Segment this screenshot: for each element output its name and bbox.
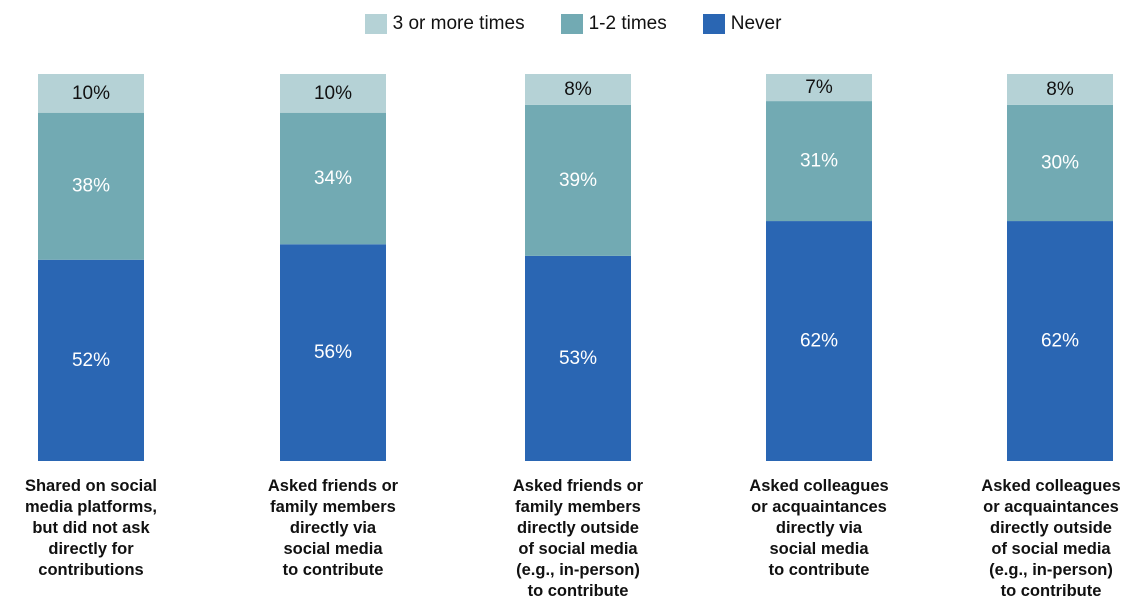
bar-segment-never-5 — [1007, 221, 1113, 461]
bar-segment-three-plus-1 — [38, 74, 144, 113]
data-label-three-plus-2: 10% — [314, 83, 352, 104]
bar-segment-never-3 — [525, 255, 631, 461]
bar-segment-one-two-5 — [1007, 104, 1113, 222]
data-label-one-two-1: 38% — [72, 176, 110, 197]
category-label-5: Asked colleagues or acquaintances direct… — [981, 477, 1121, 600]
bar-segment-three-plus-3 — [525, 74, 631, 105]
data-label-never-4: 62% — [800, 331, 838, 352]
data-label-one-two-4: 31% — [800, 151, 838, 172]
data-label-three-plus-3: 8% — [564, 79, 592, 100]
data-label-never-5: 62% — [1041, 331, 1079, 352]
legend-item-never: Never — [702, 11, 782, 37]
bar-segment-never-1 — [38, 259, 144, 461]
legend-swatch-one-two — [560, 14, 583, 34]
bar-segment-three-plus-4 — [766, 74, 872, 102]
chart-legend: 3 or more times 1-2 times Never — [0, 11, 1146, 37]
category-label-4: Asked colleagues or acquaintances direct… — [749, 477, 889, 579]
legend-label-never: Never — [730, 13, 782, 34]
bar-segment-three-plus-2 — [280, 74, 386, 113]
bar-segment-one-two-1 — [38, 112, 144, 260]
data-label-three-plus-5: 8% — [1046, 79, 1074, 100]
legend-item-one-two: 1-2 times — [560, 11, 667, 37]
legend-label-three-plus: 3 or more times — [392, 13, 525, 34]
data-label-never-2: 56% — [314, 342, 352, 363]
data-label-three-plus-4: 7% — [805, 77, 833, 98]
data-label-one-two-2: 34% — [314, 168, 352, 189]
data-label-never-1: 52% — [72, 350, 110, 371]
bar-segment-one-two-2 — [280, 112, 386, 245]
data-label-three-plus-1: 10% — [72, 83, 110, 104]
legend-label-one-two: 1-2 times — [588, 13, 667, 34]
data-label-never-3: 53% — [559, 348, 597, 369]
legend-item-three-plus: 3 or more times — [364, 11, 525, 37]
stacked-bar-chart: 52% 38% 10% 56% 34% 10% 53% 39% 8% 62% 31% 7% 62% 30%… — [38, 74, 1113, 461]
bar-segment-one-two-3 — [525, 104, 631, 256]
legend-swatch-three-plus — [364, 14, 387, 34]
category-label-1: Shared on social media platforms, but di… — [24, 477, 158, 579]
bar-segment-three-plus-5 — [1007, 74, 1113, 105]
bar-segment-never-4 — [766, 221, 872, 461]
bar-segment-one-two-4 — [766, 101, 872, 222]
data-label-one-two-5: 30% — [1041, 153, 1079, 174]
data-label-one-two-3: 39% — [559, 170, 597, 191]
category-label-2: Asked friends or family members directly… — [267, 477, 399, 579]
bar-segment-never-2 — [280, 244, 386, 461]
legend-swatch-never — [702, 14, 725, 34]
category-label-3: Asked friends or family members directly… — [512, 477, 644, 600]
